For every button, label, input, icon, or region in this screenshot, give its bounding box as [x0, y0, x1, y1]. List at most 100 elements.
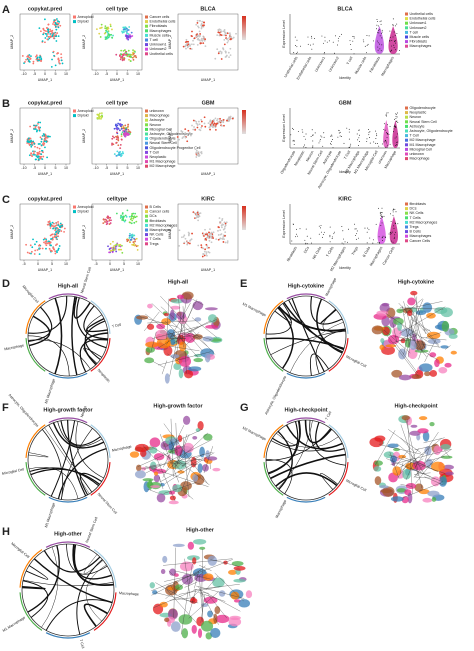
- chord-node-label: Microglial Cell: [345, 479, 367, 493]
- legend-label: Macrophages: [410, 234, 432, 238]
- network-edge: [418, 345, 424, 360]
- cell-dot: [222, 223, 224, 226]
- cell-dot: [116, 131, 118, 134]
- cell-dot: [47, 35, 50, 38]
- cell-dot: [377, 242, 379, 243]
- panel-label: F: [2, 402, 9, 414]
- cell-dot: [55, 235, 58, 237]
- cell-dot: [312, 146, 314, 148]
- cell-dot: [231, 117, 234, 120]
- cell-dot: [208, 231, 210, 234]
- chord-link: [266, 337, 345, 350]
- cell-dot: [301, 129, 303, 131]
- cell-dot: [395, 223, 397, 225]
- x-axis-label: Identity: [339, 266, 351, 270]
- cell-dot: [40, 138, 43, 141]
- cell-dot: [310, 136, 312, 138]
- cell-dot: [378, 236, 380, 238]
- legend-label: Tregs: [410, 225, 419, 229]
- cell-dot: [28, 54, 31, 56]
- plot-title: High-all: [168, 279, 189, 285]
- cell-dot: [122, 54, 125, 57]
- cell-dot: [52, 227, 54, 230]
- cell-dot: [124, 49, 126, 51]
- cell-dot: [41, 149, 44, 152]
- cell-dot: [323, 231, 325, 233]
- cell-dot: [21, 55, 24, 57]
- network-blob: [206, 456, 218, 461]
- cell-dot: [43, 140, 46, 143]
- violin: [377, 216, 386, 244]
- cell-dot: [110, 249, 112, 252]
- network-edge: [414, 474, 419, 477]
- network-blob: [156, 493, 166, 503]
- cell-dot: [30, 252, 32, 255]
- network-edge: [155, 582, 187, 601]
- cell-dot: [197, 120, 200, 123]
- cell-dot: [113, 246, 116, 249]
- cell-dot: [330, 141, 332, 143]
- chord-node-label: Macrophage: [325, 277, 338, 297]
- cell-dot: [223, 29, 226, 31]
- chord-link: [22, 580, 49, 618]
- cell-dot: [305, 242, 307, 244]
- cell-dot: [210, 233, 213, 236]
- cell-dot: [108, 251, 110, 254]
- cell-dot: [129, 60, 132, 62]
- plot-title: cell type: [106, 6, 128, 12]
- cell-dot: [129, 36, 132, 39]
- legend-key: [145, 114, 148, 118]
- cell-dot: [124, 214, 127, 217]
- cell-dot: [306, 243, 308, 245]
- x-tick-label: 5: [123, 262, 125, 266]
- chord-sector: [19, 549, 43, 588]
- chord-sector: [263, 424, 284, 458]
- legend-label: Diploid: [78, 114, 89, 118]
- cell-dot: [133, 237, 135, 240]
- cell-dot: [224, 234, 226, 237]
- cell-dot: [378, 145, 380, 147]
- cell-dot: [188, 232, 191, 235]
- network-edge: [400, 322, 427, 358]
- cell-dot: [28, 56, 31, 59]
- network-edge: [396, 443, 417, 461]
- cell-dot: [376, 21, 378, 23]
- cell-dot: [375, 138, 377, 139]
- chord-link: [83, 347, 103, 364]
- cell-dot: [388, 233, 390, 235]
- cell-dot: [394, 42, 396, 44]
- cell-dot: [46, 33, 49, 35]
- network-blob: [411, 374, 422, 380]
- chord-node-label: Neoplastic: [97, 368, 111, 383]
- network-blob: [147, 303, 153, 309]
- cell-dot: [124, 124, 127, 127]
- network-edge: [169, 446, 183, 450]
- network-edge: [156, 459, 176, 502]
- network-edge: [400, 484, 413, 487]
- cell-dot: [322, 42, 324, 44]
- cell-dot: [204, 233, 207, 236]
- colorbar: [242, 110, 246, 134]
- network-edge: [399, 301, 443, 311]
- chord-link: [86, 317, 108, 333]
- cell-dot: [118, 245, 121, 248]
- chord-link: [265, 428, 331, 461]
- legend-key: [405, 211, 408, 215]
- chord-link: [25, 565, 49, 580]
- cell-dot: [43, 241, 45, 244]
- cell-dot: [125, 30, 128, 33]
- cell-dot: [393, 126, 395, 128]
- cell-dot: [198, 39, 201, 42]
- cell-dot: [395, 211, 397, 213]
- network-blob: [156, 323, 166, 330]
- cell-dot: [181, 137, 184, 139]
- cell-dot: [393, 31, 395, 33]
- legend-key: [145, 24, 148, 28]
- cell-dot: [120, 214, 122, 217]
- legend-label: Microglial Cell: [150, 127, 173, 131]
- network-blob: [170, 621, 181, 632]
- cell-dot: [396, 144, 398, 146]
- cell-dot: [320, 135, 322, 137]
- cell-dot: [381, 31, 383, 33]
